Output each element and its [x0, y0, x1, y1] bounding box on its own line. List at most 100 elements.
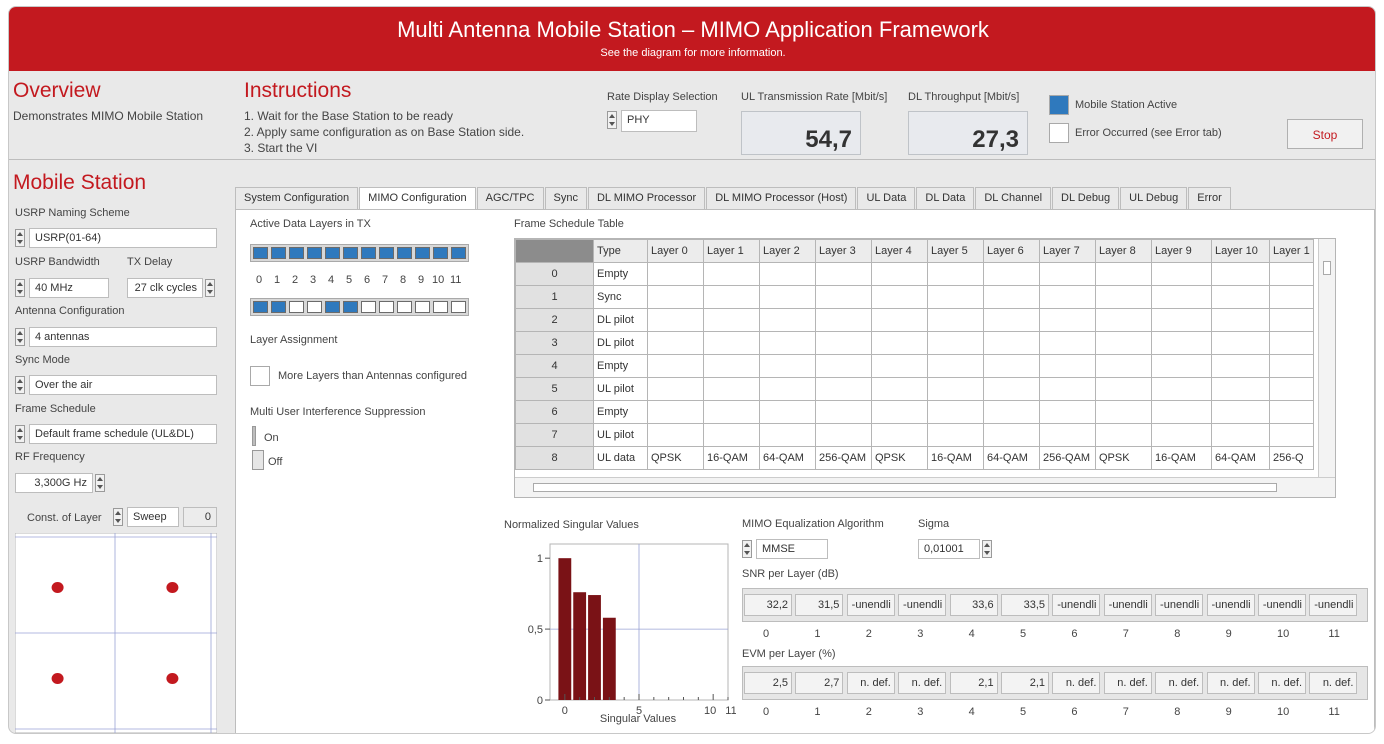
equalization-spinner[interactable] [742, 540, 752, 558]
layer-index: 1 [814, 628, 821, 640]
table-cell [703, 262, 760, 286]
table-cell [1039, 423, 1096, 447]
table-row[interactable]: 1 Sync [515, 285, 1314, 309]
antenna-config-spinner[interactable] [15, 328, 25, 346]
layer-value: 2,7 [795, 672, 844, 694]
column-header: Layer 1 [1269, 239, 1314, 263]
tab-dl-mimo-processor[interactable]: DL MIMO Processor [587, 187, 706, 209]
tab-ul-debug[interactable]: UL Debug [1120, 187, 1188, 209]
mui-off-option[interactable] [252, 450, 264, 470]
mimo-config-panel: Active Data Layers in TX 0 1 2 3 4 5 6 7 8 9 10 11 … [235, 209, 1375, 733]
table-cell [815, 331, 872, 355]
tx-delay-spinner[interactable] [205, 279, 215, 297]
table-vertical-scrollbar[interactable] [1318, 239, 1335, 477]
rate-display-spinner[interactable] [607, 111, 617, 129]
table-cell [815, 285, 872, 309]
table-cell [927, 308, 984, 332]
x-tick-label: 11 [725, 705, 736, 717]
tx-delay-input[interactable]: 27 clk cycles [127, 278, 203, 298]
more-layers-label: More Layers than Antennas configured [278, 370, 467, 382]
antenna-config-select[interactable]: 4 antennas [29, 327, 217, 347]
bandwidth-select[interactable]: 40 MHz [29, 278, 109, 298]
rate-display-select[interactable]: PHY [621, 110, 697, 132]
constellation-grid [15, 533, 217, 733]
table-cell [1095, 354, 1152, 378]
naming-scheme-select[interactable]: USRP(01-64) [29, 228, 217, 248]
table-cell [1269, 308, 1314, 332]
sync-mode-select[interactable]: Over the air [29, 375, 217, 395]
mui-on-option[interactable] [252, 426, 256, 446]
table-corner [515, 239, 594, 263]
layer-led [451, 301, 466, 313]
table-row[interactable]: 2 DL pilot [515, 308, 1314, 332]
table-cell [759, 377, 816, 401]
table-cell [871, 423, 928, 447]
sigma-input[interactable]: 0,01001 [918, 539, 980, 559]
horizontal-scroll-thumb[interactable] [533, 483, 1277, 492]
sweep-button[interactable]: Sweep [127, 507, 179, 527]
tab-dl-mimo-processor-host[interactable]: DL MIMO Processor (Host) [706, 187, 857, 209]
layer-assignment-label: Layer Assignment [250, 334, 338, 346]
layer-value: n. def. [1155, 672, 1204, 694]
frame-schedule-select[interactable]: Default frame schedule (UL&DL) [29, 424, 217, 444]
table-cell [647, 423, 704, 447]
table-row[interactable]: 7 UL pilot [515, 423, 1314, 447]
column-header: Layer 6 [983, 239, 1040, 263]
layer-number: 1 [274, 274, 281, 286]
layer-led [415, 301, 430, 313]
tab-dl-channel[interactable]: DL Channel [975, 187, 1052, 209]
chart-ticks: 0 5 10 11 0 0,5 1 [528, 553, 736, 717]
rf-frequency-input[interactable]: 3,300G Hz [15, 473, 93, 493]
tab-error[interactable]: Error [1188, 187, 1231, 209]
table-row[interactable]: 3 DL pilot [515, 331, 1314, 355]
sync-mode-spinner[interactable] [15, 376, 25, 394]
layer-number: 5 [346, 274, 353, 286]
constellation-point [51, 673, 64, 684]
tab-mimo-configuration[interactable]: MIMO Configuration [359, 187, 476, 210]
layer-value: n. def. [898, 672, 947, 694]
error-label: Error Occurred (see Error tab) [1075, 127, 1222, 139]
table-cell: 256-QAM [1039, 446, 1096, 470]
layer-index: 4 [968, 706, 975, 718]
layer-number: 0 [256, 274, 263, 286]
stop-button[interactable]: Stop [1287, 119, 1363, 149]
table-cell [647, 331, 704, 355]
bandwidth-spinner[interactable] [15, 279, 25, 297]
antenna-config-label: Antenna Configuration [15, 305, 125, 317]
vertical-scroll-thumb[interactable] [1323, 261, 1331, 275]
table-cell [1095, 285, 1152, 309]
table-row[interactable]: 8 UL data QPSK 16-QAM 64-QAM 256-QAM QPSK 16-QA… [515, 446, 1314, 470]
layer-value: n. def. [1206, 672, 1255, 694]
layer-value: -unendli [1309, 594, 1358, 616]
table-cell [1211, 400, 1270, 424]
layer-index: 1 [814, 706, 821, 718]
sigma-spinner[interactable] [982, 540, 992, 558]
layer-led [307, 301, 322, 313]
tab-sync[interactable]: Sync [544, 187, 587, 209]
table-cell [871, 308, 928, 332]
equalization-select[interactable]: MMSE [756, 539, 828, 559]
rf-frequency-spinner[interactable] [95, 474, 105, 492]
tab-dl-data[interactable]: DL Data [916, 187, 975, 209]
table-horizontal-scrollbar[interactable] [515, 477, 1335, 497]
column-header: Layer 9 [1151, 239, 1212, 263]
tab-ul-data[interactable]: UL Data [857, 187, 916, 209]
table-row[interactable]: 5 UL pilot [515, 377, 1314, 401]
table-row[interactable]: 0 Empty [515, 262, 1314, 286]
layer-number: 4 [328, 274, 335, 286]
table-cell: DL pilot [593, 331, 648, 355]
frame-schedule-spinner[interactable] [15, 425, 25, 443]
layer-index: 6 [1071, 628, 1078, 640]
table-row[interactable]: 4 Empty [515, 354, 1314, 378]
table-row[interactable]: 6 Empty [515, 400, 1314, 424]
layer-index: 3 [917, 628, 924, 640]
tab-agc-tpc[interactable]: AGC/TPC [476, 187, 544, 209]
more-layers-checkbox[interactable] [250, 366, 270, 386]
naming-scheme-spinner[interactable] [15, 229, 25, 247]
constellation-points [51, 582, 179, 684]
const-layer-spinner[interactable] [113, 508, 123, 526]
tab-system-configuration[interactable]: System Configuration [235, 187, 359, 209]
tab-dl-debug[interactable]: DL Debug [1052, 187, 1120, 209]
layer-index: 10 [1277, 628, 1290, 640]
